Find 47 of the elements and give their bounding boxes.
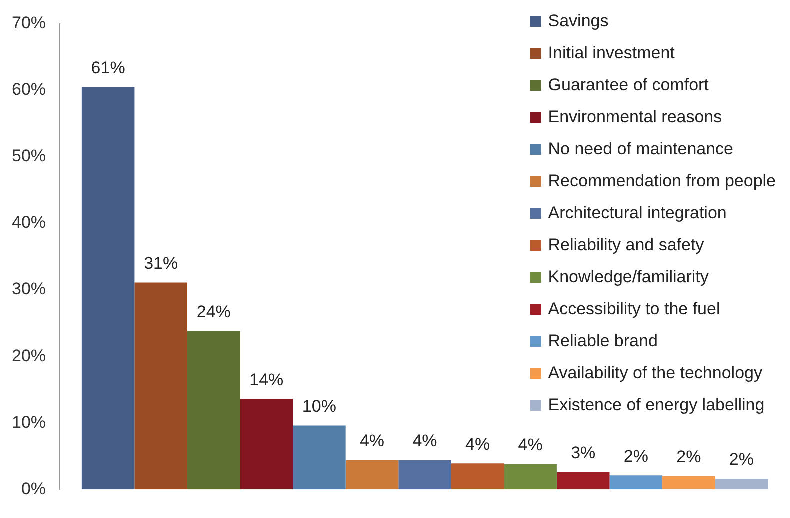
bar xyxy=(187,331,240,490)
bar xyxy=(293,426,346,490)
legend-label: Availability of the technology xyxy=(548,364,763,383)
bar xyxy=(134,282,188,490)
bar xyxy=(240,399,294,490)
data-label: 4% xyxy=(412,432,438,451)
bar xyxy=(556,472,610,490)
y-tick-label: 20% xyxy=(12,346,46,366)
legend-label: Recommendation from people xyxy=(548,172,776,191)
legend-label: Accessibility to the fuel xyxy=(548,300,720,319)
legend-label: Guarantee of comfort xyxy=(548,76,710,95)
legend-label: Savings xyxy=(548,12,609,31)
data-label: 61% xyxy=(91,58,126,78)
bar xyxy=(662,476,716,490)
y-tick-label: 0% xyxy=(21,479,46,498)
bar xyxy=(610,476,663,490)
data-label: 4% xyxy=(466,434,490,454)
data-label: 2% xyxy=(676,447,702,466)
legend-label: No need of maintenance xyxy=(548,140,734,159)
y-tick-label: 60% xyxy=(12,80,46,100)
legend-label: Existence of energy labelling xyxy=(548,396,765,415)
data-label: 4% xyxy=(360,432,385,451)
legend-label: Knowledge/familiarity xyxy=(548,268,710,287)
bar xyxy=(398,460,452,490)
legend-label: Reliable brand xyxy=(548,332,658,351)
legend-label: Environmental reasons xyxy=(548,108,722,127)
data-label: 31% xyxy=(144,254,178,273)
bar xyxy=(346,460,399,490)
y-tick-label: 10% xyxy=(12,412,46,432)
y-tick-label: 30% xyxy=(12,280,46,299)
data-label: 14% xyxy=(250,370,284,390)
data-label: 2% xyxy=(729,450,754,470)
data-label: 10% xyxy=(302,396,336,416)
y-tick-label: 50% xyxy=(12,146,46,166)
legend-label: Architectural integration xyxy=(548,204,727,223)
bar xyxy=(451,464,504,490)
bar xyxy=(82,87,135,490)
data-label: 4% xyxy=(518,436,543,455)
y-tick-label: 40% xyxy=(12,213,46,232)
data-label: 3% xyxy=(571,443,596,462)
legend-label: Initial investment xyxy=(548,44,676,63)
bar xyxy=(504,464,557,490)
data-label: 24% xyxy=(196,302,231,322)
data-label: 2% xyxy=(624,446,648,466)
legend-label: Reliability and safety xyxy=(548,236,705,255)
bar xyxy=(715,478,768,490)
y-tick-label: 70% xyxy=(12,14,46,33)
